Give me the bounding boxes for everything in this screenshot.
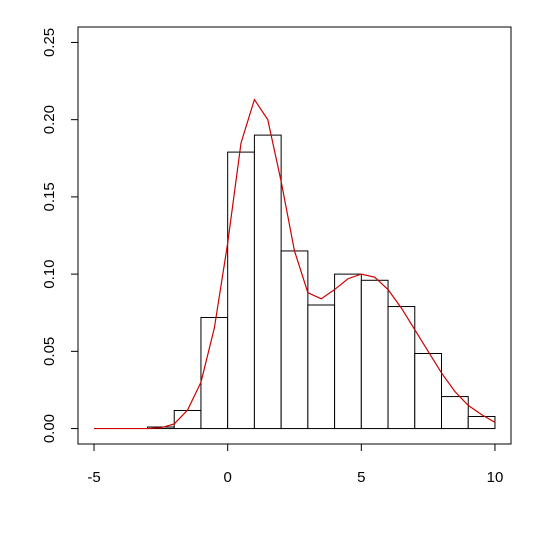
- bar: [280, 250, 309, 430]
- y-tick-label: 0.10: [41, 260, 58, 289]
- bar: [253, 134, 282, 430]
- bar: [334, 273, 362, 430]
- y-tick-label: 0.25: [41, 28, 58, 57]
- x-tick-label: 10: [487, 469, 504, 486]
- bar: [360, 279, 389, 430]
- x-tick-label: 0: [224, 469, 232, 486]
- y-tick-label: 0.00: [41, 414, 58, 443]
- x-tick-label: 5: [357, 469, 365, 486]
- density-line: [94, 98, 496, 430]
- y-tick-label: 0.05: [41, 337, 58, 366]
- bar: [441, 396, 469, 430]
- x-tick-label: -5: [87, 469, 100, 486]
- bar: [387, 306, 416, 430]
- y-tick-label: 0.20: [41, 105, 58, 134]
- bar: [200, 317, 229, 430]
- bar: [414, 352, 443, 430]
- bar: [227, 151, 255, 430]
- bar: [467, 416, 496, 430]
- bar: [307, 304, 336, 430]
- y-tick-label: 0.15: [41, 182, 58, 211]
